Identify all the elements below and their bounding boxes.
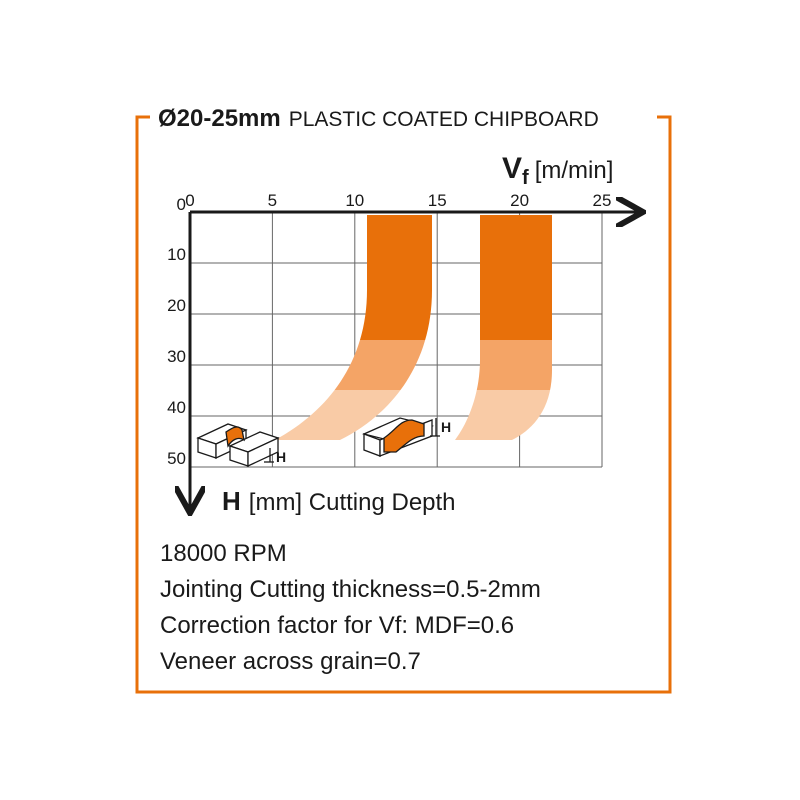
note: Jointing Cutting thickness=0.5-2mm (160, 576, 541, 603)
x-tick-label: 15 (428, 191, 447, 210)
x-symbol: V (502, 152, 522, 185)
note: Veneer across grain=0.7 (160, 648, 421, 675)
title-material: PLASTIC COATED CHIPBOARD (289, 108, 599, 131)
frame (135, 115, 672, 694)
y-tick-label: 0 (177, 195, 186, 214)
x-tick-label: 5 (268, 191, 277, 210)
x-subscript: f (522, 167, 529, 189)
title-size: Ø20-25mm (158, 105, 281, 132)
y-tick-label: 50 (167, 449, 186, 468)
x-tick-label: 25 (593, 191, 612, 210)
band-left (275, 215, 432, 440)
band-right (455, 215, 552, 440)
y-axis-label: H [mm] Cutting Depth (222, 486, 456, 516)
icon-left (196, 423, 280, 468)
x-tick-label: 0 (185, 191, 194, 210)
note: Correction factor for Vf: MDF=0.6 (160, 612, 514, 639)
x-tick-label: 20 (510, 191, 529, 210)
y-tick-label: 40 (167, 398, 186, 417)
y-symbol: H (222, 486, 241, 516)
x-tick-label: 10 (345, 191, 364, 210)
title: Ø20-25mm PLASTIC COATED CHIPBOARD (158, 105, 599, 132)
y-tick-label: 10 (167, 245, 186, 264)
x-unit: [m/min] (535, 157, 614, 184)
y-label: [mm] Cutting Depth (249, 489, 456, 516)
note: 18000 RPM (160, 540, 287, 567)
icon-right (362, 417, 440, 457)
x-axis-label: Vf [m/min] (502, 152, 613, 189)
icon-left-label: H (276, 449, 286, 465)
notes: 18000 RPM Jointing Cutting thickness=0.5-… (160, 540, 541, 675)
y-tick-label: 30 (167, 347, 186, 366)
icon-right-label: H (441, 419, 451, 435)
y-tick-label: 20 (167, 296, 186, 315)
